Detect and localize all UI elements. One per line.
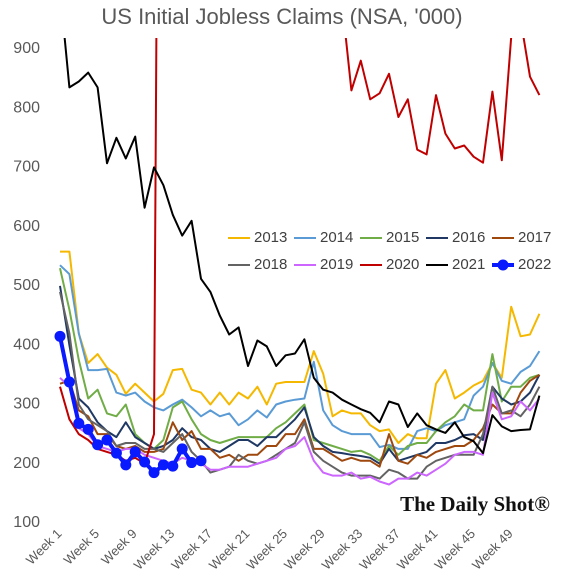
series-line bbox=[59, 373, 540, 468]
chart-title: US Initial Jobless Claims (NSA, '000) bbox=[101, 4, 462, 29]
legend-marker bbox=[497, 259, 509, 271]
point bbox=[54, 330, 66, 342]
x-tick-label: Week 5 bbox=[61, 526, 103, 568]
legend-label: 2018 bbox=[254, 256, 287, 273]
y-tick-label: 500 bbox=[13, 277, 40, 294]
point bbox=[195, 455, 207, 467]
x-tick-label: Week 21 bbox=[206, 526, 253, 573]
y-tick-label: 100 bbox=[13, 514, 40, 531]
legend-label: 2016 bbox=[452, 229, 485, 246]
legend-label: 2019 bbox=[320, 256, 353, 273]
legend-label: 2020 bbox=[386, 256, 419, 273]
x-tick-label: Week 45 bbox=[431, 526, 478, 573]
y-tick-label: 700 bbox=[13, 159, 40, 176]
x-tick-label: Week 17 bbox=[168, 526, 215, 573]
x-tick-label: Week 41 bbox=[394, 526, 441, 573]
watermark: The Daily Shot® bbox=[400, 492, 550, 516]
series-line bbox=[59, 264, 541, 450]
point bbox=[176, 443, 188, 455]
point bbox=[157, 459, 169, 471]
y-tick-label: 200 bbox=[13, 455, 40, 472]
legend-label: 2021 bbox=[452, 256, 485, 273]
x-tick-label: Week 25 bbox=[243, 526, 290, 573]
point bbox=[120, 459, 132, 471]
x-tick-label: Week 29 bbox=[281, 526, 328, 573]
legend-label: 2015 bbox=[386, 229, 419, 246]
point bbox=[139, 456, 151, 468]
point bbox=[82, 423, 94, 435]
y-tick-label: 400 bbox=[13, 336, 40, 353]
point bbox=[129, 446, 141, 458]
y-tick-label: 800 bbox=[13, 99, 40, 116]
series-line bbox=[59, 285, 541, 465]
y-tick-label: 900 bbox=[13, 40, 40, 57]
point bbox=[167, 460, 179, 472]
point bbox=[92, 439, 104, 451]
point bbox=[63, 376, 75, 388]
point bbox=[148, 467, 160, 479]
point bbox=[186, 457, 198, 469]
series-line bbox=[63, 38, 541, 455]
legend-label: 2013 bbox=[254, 229, 287, 246]
y-tick-label: 300 bbox=[13, 396, 40, 413]
point bbox=[73, 417, 85, 429]
y-tick-label: 600 bbox=[13, 218, 40, 235]
series-line bbox=[60, 250, 541, 444]
x-tick-label: Week 33 bbox=[319, 526, 366, 573]
x-tick-label: Week 13 bbox=[131, 526, 178, 573]
legend-label: 2017 bbox=[518, 229, 551, 246]
series-line bbox=[59, 267, 540, 462]
plot-area bbox=[54, 38, 541, 486]
x-tick-label: Week 1 bbox=[23, 526, 65, 568]
x-tick-label: Week 49 bbox=[469, 526, 516, 573]
legend-label: 2022 bbox=[518, 256, 551, 273]
point bbox=[110, 447, 122, 459]
x-tick-label: Week 37 bbox=[356, 526, 403, 573]
series-line bbox=[58, 335, 202, 475]
point bbox=[101, 434, 113, 446]
series-line bbox=[59, 291, 541, 480]
legend-label: 2014 bbox=[320, 229, 353, 246]
